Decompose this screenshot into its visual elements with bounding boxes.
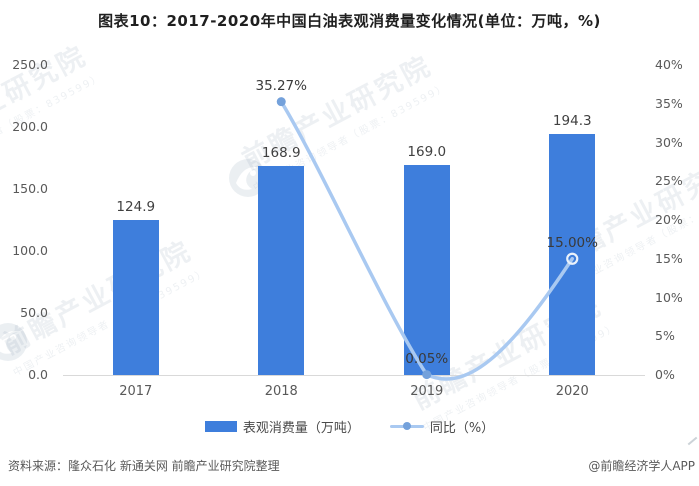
y-axis-right-tick: 25% (655, 173, 683, 189)
y-axis-right-tick: 0% (655, 367, 675, 382)
line-swatch-dot (402, 422, 411, 430)
x-axis-label-2018: 2018 (264, 384, 298, 399)
y-axis-left-tick: 200.0 (12, 119, 48, 134)
yoy-line-path (279, 99, 574, 381)
y-axis-right-tick: 40% (655, 57, 683, 72)
chart-title: 图表10：2017-2020年中国白油表观消费量变化情况(单位：万吨，%) (98, 12, 601, 30)
bar-value-label: 168.9 (261, 144, 301, 161)
y-axis-right-tick: 35% (655, 95, 683, 111)
x-axis-label-2020: 2020 (555, 384, 589, 399)
x-axis-label-2019: 2019 (410, 384, 444, 399)
bar-value-label: 124.9 (116, 199, 156, 216)
yoy-point-marker (276, 97, 286, 107)
yoy-point-marker (566, 252, 579, 265)
bar-2018 (258, 165, 305, 375)
yoy-point-label: 35.27% (255, 77, 307, 94)
bar-2017 (112, 220, 159, 375)
line-series-swatch (389, 420, 424, 432)
y-axis-left-tick: 50.0 (20, 305, 48, 320)
legend-item-consumption: 表观消费量（万吨） (204, 417, 360, 436)
bar-2019 (403, 165, 450, 375)
credit-note: @前瞻经济学人APP (588, 459, 695, 473)
chart-legend: 表观消费量（万吨） 同比（%） (0, 416, 699, 436)
legend-label-consumption: 表观消费量（万吨） (242, 420, 360, 436)
y-axis-right-tick: 30% (655, 134, 683, 150)
x-axis-line (63, 375, 645, 376)
y-axis-left-tick: 100.0 (12, 243, 48, 258)
yoy-point-label: 0.05% (405, 350, 449, 367)
y-axis-right-tick: 5% (655, 328, 675, 344)
bar-series-swatch (204, 420, 237, 432)
bar-value-label: 169.0 (407, 144, 447, 161)
yoy-point-marker (422, 370, 432, 380)
bar-value-label: 194.3 (552, 113, 592, 130)
y-axis-right-tick: 15% (655, 250, 683, 266)
source-note: 资料来源：隆众石化 新通关网 前瞻产业研究院整理 (8, 459, 280, 473)
y-axis-left-tick: 0.0 (28, 367, 48, 382)
y-axis-left-tick: 250.0 (12, 57, 48, 72)
legend-item-yoy: 同比（%） (389, 417, 495, 436)
yoy-point-label: 15.00% (546, 234, 598, 251)
x-axis-label-2017: 2017 (119, 384, 153, 399)
y-axis-left-tick: 150.0 (12, 181, 48, 196)
legend-label-yoy: 同比（%） (429, 420, 495, 436)
y-axis-right-tick: 10% (655, 289, 683, 305)
y-axis-right-tick: 20% (655, 212, 683, 227)
